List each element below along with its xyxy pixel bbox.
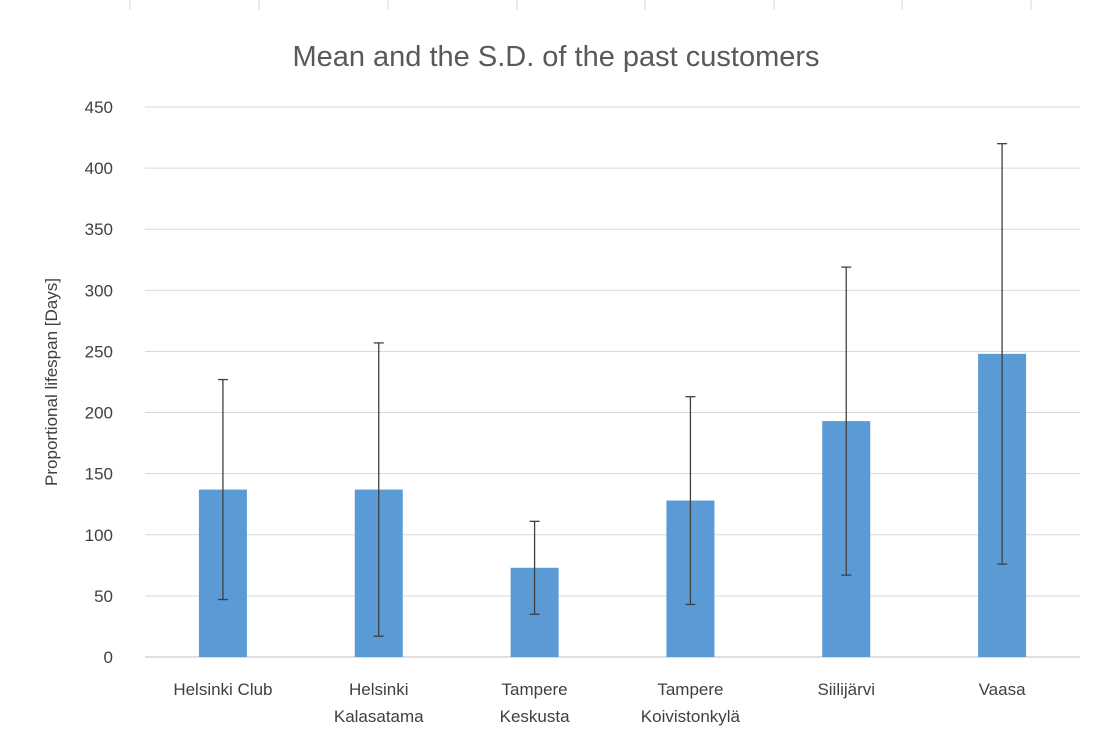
top-edge-ticks xyxy=(129,0,1032,10)
x-category-label: Vaasa xyxy=(979,680,1026,699)
x-category-label: Siilijärvi xyxy=(817,680,875,699)
x-category-label: Tampere xyxy=(657,680,723,699)
x-category-label: Helsinki xyxy=(349,680,409,699)
x-category-label: Helsinki Club xyxy=(173,680,272,699)
x-category-label: Kalasatama xyxy=(334,707,424,726)
x-axis-category-labels: Helsinki Club Helsinki Kalasatama Tampere Ke… xyxy=(173,680,1026,726)
y-axis-title: Proportional lifespan [Days] xyxy=(42,278,61,486)
error-bars xyxy=(217,143,1008,637)
x-category-label: Keskusta xyxy=(500,707,570,726)
bars xyxy=(198,353,1027,657)
y-tick-label: 350 xyxy=(85,220,113,239)
y-axis-ticks: 0 50 100 150 200 250 300 350 400 450 xyxy=(85,98,113,667)
y-tick-label: 400 xyxy=(85,159,113,178)
chart-title: Mean and the S.D. of the past customers xyxy=(292,41,819,73)
y-tick-label: 150 xyxy=(85,465,113,484)
x-category-label: Tampere xyxy=(502,680,568,699)
y-tick-label: 300 xyxy=(85,281,113,300)
y-tick-label: 50 xyxy=(94,587,113,606)
y-tick-label: 200 xyxy=(85,404,113,423)
y-tick-label: 0 xyxy=(104,648,113,667)
y-tick-label: 100 xyxy=(85,526,113,545)
y-tick-label: 250 xyxy=(85,342,113,361)
y-tick-label: 450 xyxy=(85,98,113,117)
x-category-label: Koivistonkylä xyxy=(641,707,741,726)
gridlines xyxy=(145,106,1080,658)
